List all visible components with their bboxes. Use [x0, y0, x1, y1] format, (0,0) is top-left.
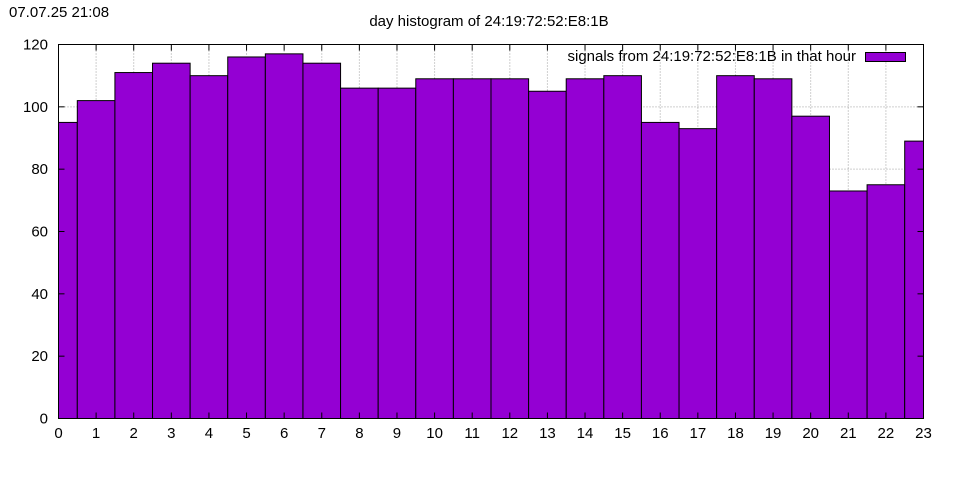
bar-hour-22 [866, 184, 906, 419]
bar-hour-6 [264, 53, 304, 419]
bar-hour-2 [114, 72, 154, 420]
bar-hour-19 [753, 78, 793, 420]
x-tick-label: 16 [652, 425, 669, 442]
bar-hour-18 [716, 75, 755, 420]
bars [58, 53, 925, 420]
x-tick-label: 11 [464, 425, 480, 442]
x-tick-label: 23 [915, 425, 932, 442]
legend-label: signals from 24:19:72:52:E8:1B in that h… [567, 48, 856, 65]
bar-hour-15 [603, 75, 642, 420]
x-tick-label: 1 [92, 425, 100, 442]
bar-hour-3 [152, 62, 191, 419]
bar-hour-17 [678, 128, 718, 419]
x-tick-label: 20 [802, 425, 819, 442]
x-tick-label: 13 [539, 425, 556, 442]
bar-hour-14 [565, 78, 605, 420]
x-tick-label: 4 [205, 425, 213, 442]
x-tick-label: 17 [690, 425, 707, 442]
x-tick-label: 15 [614, 425, 631, 442]
x-tick-label: 3 [167, 425, 175, 442]
x-tick-label: 19 [765, 425, 782, 442]
x-tick-label: 9 [393, 425, 401, 442]
bar-hour-9 [377, 87, 417, 419]
y-tick-label: 60 [31, 224, 48, 241]
bar-hour-23 [904, 140, 925, 419]
legend: signals from 24:19:72:52:E8:1B in that h… [567, 48, 906, 65]
bar-hour-0 [58, 121, 78, 420]
chart-title: day histogram of 24:19:72:52:E8:1B [369, 13, 608, 30]
bar-hour-10 [415, 78, 454, 420]
x-tick-label: 10 [426, 425, 443, 442]
bar-hour-5 [227, 56, 266, 419]
y-axis-ticks: 0 20 40 60 80 100 120 [23, 37, 924, 428]
legend-swatch [865, 52, 906, 62]
bar-hour-11 [452, 78, 492, 420]
y-tick-label: 40 [31, 286, 48, 303]
bar-hour-4 [189, 75, 229, 420]
x-tick-label: 6 [280, 425, 288, 442]
bar-hour-12 [490, 78, 530, 420]
bar-hour-13 [528, 90, 567, 419]
bar-hour-7 [302, 62, 342, 419]
x-axis-ticks: 0 1 2 3 4 5 6 7 8 9 10 11 12 13 14 15 16 17 18 19 20 21 22 23 [54, 44, 932, 442]
x-tick-label: 18 [727, 425, 744, 442]
y-tick-label: 0 [40, 411, 48, 428]
x-tick-label: 0 [54, 425, 62, 442]
bar-hour-20 [791, 115, 830, 420]
timestamp: 07.07.25 21:08 [9, 4, 110, 21]
y-tick-label: 20 [31, 348, 48, 365]
x-tick-label: 7 [318, 425, 326, 442]
y-tick-label: 80 [31, 161, 48, 178]
bar-hour-1 [76, 100, 116, 419]
bar-hour-21 [828, 190, 868, 419]
x-tick-label: 14 [577, 425, 594, 442]
x-tick-label: 12 [501, 425, 518, 442]
x-tick-label: 2 [130, 425, 138, 442]
y-tick-label: 120 [23, 37, 48, 54]
bar-hour-16 [640, 121, 680, 420]
x-tick-label: 5 [242, 425, 250, 442]
x-tick-label: 21 [840, 425, 857, 442]
x-tick-label: 22 [878, 425, 895, 442]
x-tick-label: 8 [355, 425, 363, 442]
bar-hour-8 [340, 87, 379, 419]
y-tick-label: 100 [23, 99, 48, 116]
